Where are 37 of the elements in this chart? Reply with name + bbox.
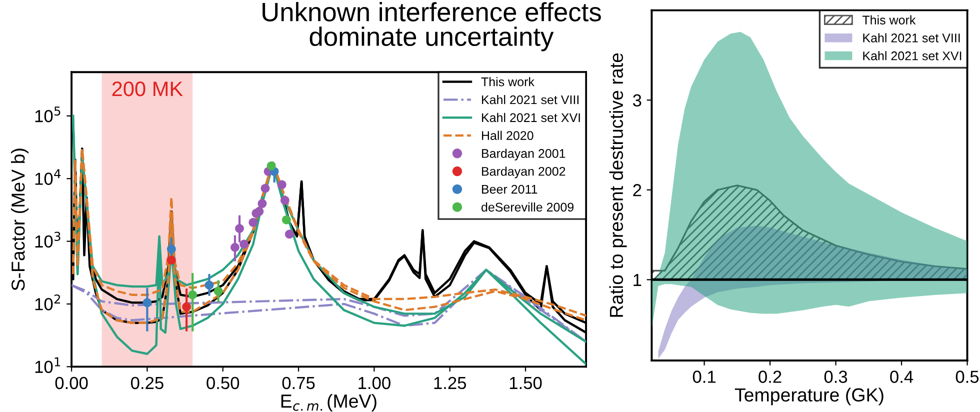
legend-label: This work [862,15,916,24]
legend-label: Bardayan 2001 [482,148,566,160]
x-axis-title: Temperature (GK) [734,388,884,406]
y-tick-label: 10$^{1}$ [35,357,60,374]
y-axis-title: S-Factor (MeV b) [11,148,28,290]
x-tick-label: 0.25 [130,376,164,390]
x-tick-label: 0.00 [55,376,88,390]
legend-label: Kahl 2021 set XVI [863,51,962,60]
x-tick-label: 0.75 [282,376,315,390]
legend-label: Beer 2011 [482,184,538,194]
chart-title: Unknown interference effects dominate uncertainty [262,2,601,52]
y-tick-label: 10$^{2}$ [35,294,60,310]
y-tick-label: 3 [632,94,642,107]
x-tick-label: 0.3 [824,370,848,383]
x-tick-label: 1.50 [510,376,542,390]
x-tick-label: 1.25 [434,376,466,390]
x-tick-label: 0.1 [692,370,716,383]
legend-label: Bardayan 2002 [482,166,566,178]
x-tick-label: 0.50 [206,376,240,390]
legend-label: Hall 2020 [482,130,534,140]
x-tick-label: 0.4 [890,370,914,383]
legend-label: Kahl 2021 set VIII [863,33,960,42]
x-tick-label: 0.5 [956,370,979,383]
legend-label: Kahl 2021 set XVI [482,112,580,122]
x-axis-title: E$_{c.m.}$(MeV) [281,394,376,412]
y-tick-label: 10$^{4}$ [35,169,61,185]
legend-label: deSereville 2009 [482,202,574,212]
y-tick-label: 10$^{5}$ [35,106,60,122]
y-tick-label: 1 [634,274,642,286]
y-tick-label: 2 [633,184,642,196]
y-axis-title: Ratio to present destructive rate [609,53,627,317]
x-tick-label: 0.2 [758,370,782,383]
band-label: 200 MK [112,81,183,96]
legend-label: This work [481,77,534,86]
legend-label: Kahl 2021 set VIII [482,95,578,104]
y-tick-label: 10$^{3}$ [35,232,60,248]
x-tick-label: 1.00 [358,376,390,390]
